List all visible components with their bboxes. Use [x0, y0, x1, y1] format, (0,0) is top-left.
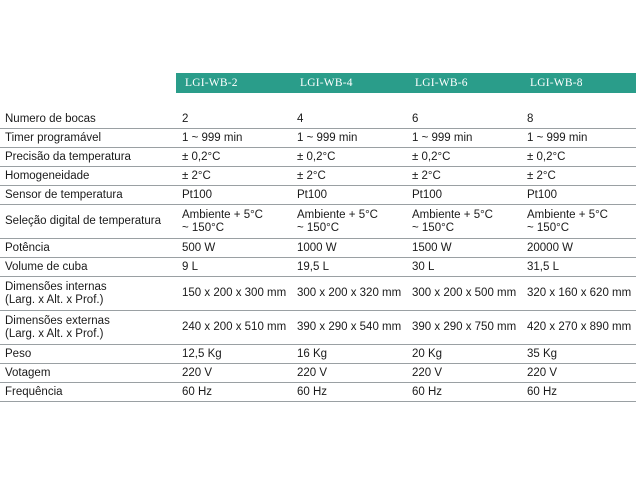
cell: 9 L — [182, 260, 198, 273]
table-row: Timer programável 1 ~ 999 min 1 ~ 999 mi… — [0, 129, 636, 148]
cell: 220 V — [182, 366, 213, 379]
table-row: Peso 12,5 Kg 16 Kg 20 Kg 35 Kg — [0, 345, 636, 364]
row-label: Peso — [5, 347, 32, 360]
row-label: Homogeneidade — [5, 169, 90, 182]
row-label: Dimensões internas (Larg. x Alt. x Prof.) — [0, 277, 176, 310]
cell: 60 Hz — [182, 385, 213, 398]
cell: 1 ~ 999 min — [527, 131, 588, 144]
cell: 12,5 Kg — [182, 347, 222, 360]
row-label: Votagem — [5, 366, 51, 379]
model-header-band: LGI-WB-2 LGI-WB-4 LGI-WB-6 LGI-WB-8 — [176, 73, 636, 93]
cell: 16 Kg — [297, 347, 328, 360]
cell-line-2: ~ 150°C — [412, 221, 455, 234]
model-header-2: LGI-WB-4 — [300, 77, 353, 89]
cell: 1000 W — [297, 241, 337, 254]
cell-line-1: Ambiente + 5°C — [182, 208, 263, 221]
cell: 8 — [527, 112, 534, 125]
cell-line-2: ~ 150°C — [527, 221, 570, 234]
cell: 150 x 200 x 300 mm — [182, 287, 287, 299]
table-row: Numero de bocas 2 4 6 8 — [0, 110, 636, 129]
cell: 220 V — [527, 366, 558, 379]
table-row: Homogeneidade ± 2°C ± 2°C ± 2°C ± 2°C — [0, 167, 636, 186]
table-row: Dimensões externas (Larg. x Alt. x Prof.)… — [0, 311, 636, 345]
cell-line-2: ~ 150°C — [297, 221, 340, 234]
cell: 31,5 L — [527, 260, 559, 273]
cell: ± 2°C — [297, 169, 326, 182]
cell: Ambiente + 5°C ~ 150°C — [291, 205, 406, 238]
row-label: Precisão da temperatura — [5, 150, 131, 163]
cell: 1500 W — [412, 241, 452, 254]
cell: 30 L — [412, 260, 435, 273]
cell: ± 2°C — [182, 169, 211, 182]
model-header-4: LGI-WB-8 — [530, 77, 583, 89]
table-row: Potência 500 W 1000 W 1500 W 20000 W — [0, 239, 636, 258]
row-label: Frequência — [5, 385, 63, 398]
cell: 2 — [182, 112, 189, 125]
cell: ± 0,2°C — [412, 150, 451, 163]
cell: Pt100 — [182, 188, 213, 201]
cell: 1 ~ 999 min — [412, 131, 473, 144]
table-row: Dimensões internas (Larg. x Alt. x Prof.)… — [0, 277, 636, 311]
row-label: Numero de bocas — [5, 112, 96, 125]
row-label: Dimensões externas (Larg. x Alt. x Prof.) — [0, 311, 176, 344]
cell: 300 x 200 x 320 mm — [297, 287, 402, 299]
cell: Pt100 — [527, 188, 558, 201]
row-label: Volume de cuba — [5, 260, 88, 273]
cell: Pt100 — [412, 188, 443, 201]
row-label: Seleção digital de temperatura — [5, 215, 161, 227]
cell: ± 0,2°C — [182, 150, 221, 163]
table-row: Votagem 220 V 220 V 220 V 220 V — [0, 364, 636, 383]
cell: 240 x 200 x 510 mm — [182, 321, 287, 333]
row-label-line-1: Dimensões internas — [5, 280, 107, 293]
table-row: Sensor de temperatura Pt100 Pt100 Pt100 … — [0, 186, 636, 205]
cell: 390 x 290 x 750 mm — [412, 321, 517, 333]
cell: 6 — [412, 112, 419, 125]
cell-line-1: Ambiente + 5°C — [412, 208, 493, 221]
cell: 220 V — [297, 366, 328, 379]
cell: 500 W — [182, 241, 216, 254]
cell-line-1: Ambiente + 5°C — [297, 208, 378, 221]
cell: ± 0,2°C — [527, 150, 566, 163]
cell: 390 x 290 x 540 mm — [297, 321, 402, 333]
cell: 420 x 270 x 890 mm — [527, 321, 632, 333]
cell-line-2: ~ 150°C — [182, 221, 225, 234]
row-label: Timer programável — [5, 131, 102, 144]
cell: 320 x 160 x 620 mm — [527, 287, 632, 299]
table-row: Precisão da temperatura ± 0,2°C ± 0,2°C … — [0, 148, 636, 167]
cell-line-1: Ambiente + 5°C — [527, 208, 608, 221]
model-header-1: LGI-WB-2 — [185, 77, 238, 89]
cell: ± 0,2°C — [297, 150, 336, 163]
model-header-3: LGI-WB-6 — [415, 77, 468, 89]
cell: ± 2°C — [527, 169, 556, 182]
cell: Ambiente + 5°C ~ 150°C — [176, 205, 291, 238]
cell: 1 ~ 999 min — [297, 131, 358, 144]
cell: Ambiente + 5°C ~ 150°C — [406, 205, 521, 238]
cell: 20000 W — [527, 241, 574, 254]
cell: Pt100 — [297, 188, 328, 201]
cell: 300 x 200 x 500 mm — [412, 287, 517, 299]
table-row: Seleção digital de temperatura Ambiente … — [0, 205, 636, 239]
row-label-line-1: Dimensões externas — [5, 314, 110, 327]
cell: 60 Hz — [527, 385, 558, 398]
cell: 20 Kg — [412, 347, 443, 360]
cell: 19,5 L — [297, 260, 329, 273]
row-label-line-2: (Larg. x Alt. x Prof.) — [5, 293, 104, 306]
cell: 1 ~ 999 min — [182, 131, 243, 144]
cell: 4 — [297, 112, 304, 125]
cell: 35 Kg — [527, 347, 558, 360]
cell: Ambiente + 5°C ~ 150°C — [521, 205, 636, 238]
table-row: Frequência 60 Hz 60 Hz 60 Hz 60 Hz — [0, 383, 636, 402]
spec-table: Numero de bocas 2 4 6 8 Timer programáve… — [0, 110, 636, 402]
cell: ± 2°C — [412, 169, 441, 182]
cell: 60 Hz — [412, 385, 443, 398]
cell: 220 V — [412, 366, 443, 379]
table-row: Volume de cuba 9 L 19,5 L 30 L 31,5 L — [0, 258, 636, 277]
row-label: Sensor de temperatura — [5, 188, 123, 201]
cell: 60 Hz — [297, 385, 328, 398]
row-label-line-2: (Larg. x Alt. x Prof.) — [5, 327, 104, 340]
row-label: Potência — [5, 241, 50, 254]
